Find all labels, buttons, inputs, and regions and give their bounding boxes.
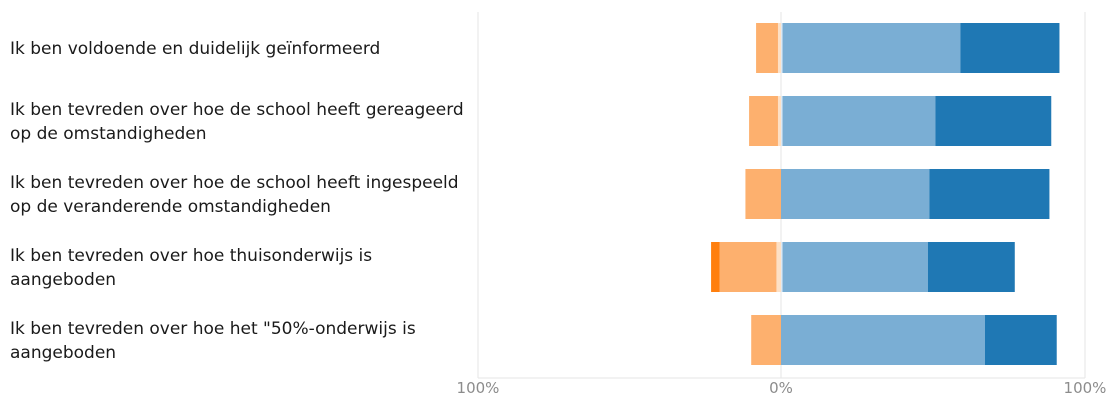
bar-segment xyxy=(745,169,781,219)
category-label: Ik ben tevreden over hoe de school heeft… xyxy=(10,100,464,144)
bar-segment xyxy=(751,315,781,365)
bars xyxy=(711,23,1060,365)
x-axis-ticks: 100% 0% 100% xyxy=(457,379,1107,394)
bar-segment xyxy=(781,23,783,73)
bar-segment xyxy=(782,23,961,73)
category-label: Ik ben voldoende en duidelijk geïnformee… xyxy=(10,39,380,59)
bar-segment xyxy=(777,96,781,146)
bar-segment xyxy=(781,242,783,292)
bar-segment xyxy=(927,242,1015,292)
bar-segment xyxy=(756,23,778,73)
bar-segment xyxy=(781,169,930,219)
bar-segment xyxy=(782,242,928,292)
x-tick-label: 0% xyxy=(769,379,793,394)
category-label: Ik ben tevreden over hoe thuisonderwijs … xyxy=(10,246,372,290)
bar-segment xyxy=(749,96,778,146)
category-label: Ik ben tevreden over hoe het "50%-onderw… xyxy=(10,319,416,363)
bar-segment xyxy=(960,23,1060,73)
bar-segment xyxy=(929,169,1050,219)
x-tick-label: 100% xyxy=(457,379,500,394)
bar-segment xyxy=(935,96,1052,146)
bar-segment xyxy=(777,23,781,73)
category-label: Ik ben tevreden over hoe de school heeft… xyxy=(10,173,459,217)
bar-segment xyxy=(782,96,936,146)
bar-segment xyxy=(719,242,777,292)
bar-segment xyxy=(781,315,985,365)
bar-segment xyxy=(776,242,781,292)
bar-segment xyxy=(781,96,783,146)
bar-segment xyxy=(984,315,1057,365)
category-labels: Ik ben voldoende en duidelijk geïnformee… xyxy=(10,39,464,363)
x-tick-label: 100% xyxy=(1064,379,1107,394)
bar-segment xyxy=(711,242,720,292)
